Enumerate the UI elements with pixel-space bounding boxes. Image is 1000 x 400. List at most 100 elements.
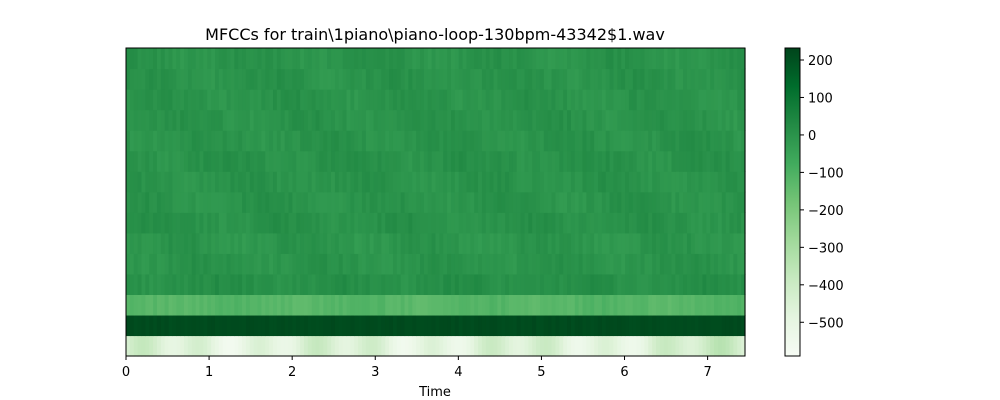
heatmap-cell (354, 273, 359, 295)
heatmap-cell (396, 48, 402, 70)
heatmap-cell (307, 253, 313, 275)
heatmap-cell (416, 212, 421, 234)
heatmap-cell (516, 314, 522, 337)
heatmap-cell (292, 232, 297, 254)
heatmap-cell (698, 273, 704, 295)
heatmap-cell (300, 150, 305, 172)
heatmap-cell (172, 273, 177, 295)
heatmap-cell (659, 48, 665, 70)
heatmap-cell (408, 294, 413, 316)
heatmap-cell (160, 212, 166, 234)
heatmap-cell (594, 150, 599, 172)
heatmap-cell (721, 171, 727, 193)
heatmap-cell (505, 89, 510, 111)
heatmap-cell (392, 89, 398, 111)
heatmap-cell (334, 335, 340, 357)
heatmap-cell (373, 294, 379, 316)
heatmap-cell (392, 335, 398, 357)
heatmap-cell (582, 212, 587, 234)
heatmap-cell (149, 314, 154, 337)
heatmap-cell (659, 232, 665, 254)
heatmap-cell (601, 335, 607, 357)
heatmap-cell (667, 48, 673, 70)
heatmap-cell (497, 130, 502, 152)
heatmap-cell (234, 109, 239, 131)
heatmap-cell (133, 150, 139, 172)
heatmap-cell (431, 109, 437, 131)
heatmap-cell (160, 171, 166, 193)
heatmap-cell (226, 191, 232, 213)
heatmap-cell (690, 191, 696, 213)
heatmap-cell (392, 212, 398, 234)
heatmap-cell (567, 68, 572, 90)
heatmap-cell (485, 253, 491, 275)
heatmap-cell (601, 150, 607, 172)
heatmap-cell (420, 130, 425, 152)
heatmap-cell (706, 150, 711, 172)
x-tick-label: 1 (205, 365, 213, 380)
heatmap-cell (559, 171, 564, 193)
heatmap-cell (458, 273, 464, 295)
heatmap-cell (505, 273, 510, 295)
heatmap-cell (207, 335, 212, 357)
heatmap-cell (431, 68, 437, 90)
heatmap-cell (358, 212, 363, 234)
heatmap-cell (214, 171, 220, 193)
heatmap-cell (439, 273, 444, 295)
heatmap-cell (578, 68, 584, 90)
heatmap-cell (145, 191, 150, 213)
heatmap-cell (466, 314, 471, 337)
heatmap-cell (462, 212, 468, 234)
heatmap-cell (594, 273, 599, 295)
heatmap-cell (218, 314, 224, 337)
heatmap-cell (412, 294, 417, 316)
heatmap-cell (605, 294, 611, 316)
heatmap-cell (141, 212, 146, 234)
heatmap-cell (211, 232, 216, 254)
heatmap-cell (172, 109, 177, 131)
heatmap-cell (276, 68, 282, 90)
heatmap-cell (238, 171, 243, 193)
heatmap-cell (257, 273, 263, 295)
heatmap-cell (164, 89, 170, 111)
heatmap-cell (706, 89, 711, 111)
heatmap-cell (385, 314, 390, 337)
heatmap-cell (207, 273, 212, 295)
heatmap-cell (273, 89, 278, 111)
heatmap-cell (284, 253, 290, 275)
heatmap-cell (470, 314, 475, 337)
heatmap-cell (338, 89, 344, 111)
heatmap-cell (450, 68, 456, 90)
heatmap-cell (741, 89, 746, 111)
heatmap-cell (628, 335, 634, 357)
heatmap-cell (218, 191, 224, 213)
heatmap-cell (199, 109, 204, 131)
heatmap-cell (667, 171, 673, 193)
heatmap-cell (509, 89, 514, 111)
heatmap-cell (621, 253, 626, 275)
heatmap-cell (671, 48, 676, 70)
heatmap-cell (354, 253, 359, 275)
heatmap-cell (431, 294, 437, 316)
heatmap-cell (265, 232, 270, 254)
heatmap-cell (574, 273, 580, 295)
heatmap-cell (601, 314, 607, 337)
heatmap-cell (257, 253, 263, 275)
heatmap-cell (578, 232, 584, 254)
heatmap-cell (412, 191, 417, 213)
heatmap-cell (717, 212, 723, 234)
heatmap-cell (574, 232, 580, 254)
heatmap-cell (153, 130, 158, 152)
heatmap-cell (381, 109, 386, 131)
heatmap-cell (249, 335, 255, 357)
heatmap-cell (625, 253, 630, 275)
heatmap-cell (187, 191, 193, 213)
heatmap-cell (323, 212, 328, 234)
heatmap-cell (334, 191, 340, 213)
heatmap-cell (164, 273, 170, 295)
heatmap-cell (474, 130, 479, 152)
heatmap-cell (141, 150, 146, 172)
heatmap-cell (187, 171, 193, 193)
heatmap-cell (644, 89, 649, 111)
heatmap-cell (458, 335, 464, 357)
